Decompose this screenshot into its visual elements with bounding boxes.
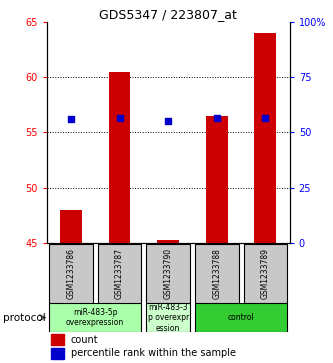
Text: GSM1233786: GSM1233786 [66,248,76,299]
Text: GSM1233790: GSM1233790 [164,248,173,299]
Bar [254,33,276,243]
Title: GDS5347 / 223807_at: GDS5347 / 223807_at [99,8,237,21]
Bar [52,348,64,359]
Point [117,115,122,121]
Point [68,116,74,122]
Point [214,115,219,121]
Bar [195,303,287,332]
Text: miR-483-3
p overexpr
ession: miR-483-3 p overexpr ession [148,303,189,333]
Point [166,118,171,123]
Bar [206,116,228,243]
Bar [146,244,190,302]
Text: count: count [71,335,99,345]
Bar [49,303,142,332]
Text: percentile rank within the sample: percentile rank within the sample [71,348,236,358]
Bar [60,210,82,243]
Text: miR-483-5p
overexpression: miR-483-5p overexpression [66,308,124,327]
Bar [243,244,287,302]
Text: GSM1233788: GSM1233788 [212,248,221,299]
Bar [109,72,131,243]
Bar [157,240,179,243]
Bar [195,244,239,302]
Bar [146,303,190,332]
Bar [52,334,64,345]
Bar [49,244,93,302]
Bar [98,244,142,302]
Text: protocol: protocol [3,313,46,323]
Text: GSM1233789: GSM1233789 [261,248,270,299]
Text: control: control [228,313,254,322]
Text: GSM1233787: GSM1233787 [115,248,124,299]
Point [263,115,268,121]
